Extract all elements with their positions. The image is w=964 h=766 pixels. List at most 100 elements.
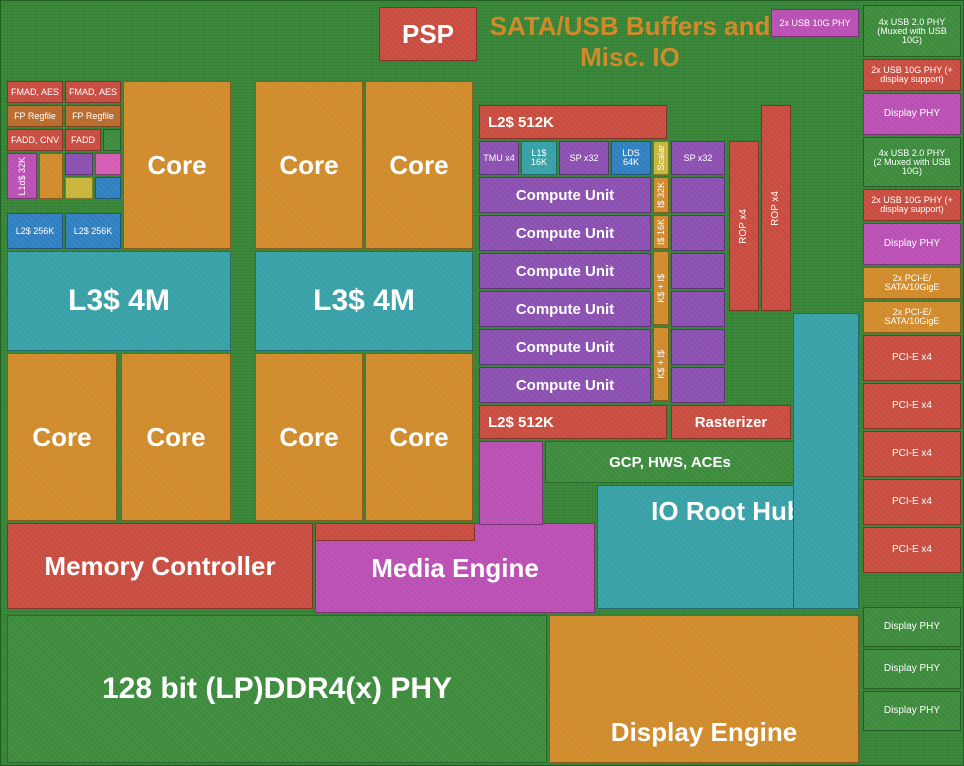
chip-die-floorplan: PSPSATA/USB Buffers and Misc. IO2x USB 1…	[0, 0, 964, 766]
label-k-is-1: K$ + I$	[657, 274, 666, 303]
label-core-5: Core	[279, 422, 338, 453]
label-core-3: Core	[32, 422, 91, 453]
block-side-usb10g-2: 2x USB 10G PHY (+ display support)	[863, 189, 961, 221]
label-sp-x32-1: SP x32	[570, 154, 599, 163]
label-fadd: FADD	[71, 136, 95, 145]
block-cu-4: Compute Unit	[479, 291, 651, 327]
label-i16k: I$ 16K	[657, 219, 666, 245]
block-cache-a	[39, 153, 63, 199]
block-fadd-cnv: FADD, CNV	[7, 129, 63, 151]
label-side-usb2-top: 4x USB 2.0 PHY (Muxed with USB 10G)	[866, 18, 958, 45]
label-disp-engine: Display Engine	[611, 717, 797, 748]
block-core-4: Core	[121, 353, 231, 521]
block-l2-512-top: L2$ 512K	[479, 105, 667, 139]
block-side-pcie-2: PCI-E x4	[863, 383, 961, 429]
block-cu-5: Compute Unit	[479, 329, 651, 365]
label-fmad-aes-2: FMAD, AES	[69, 88, 117, 97]
block-fp-regfile-2: FP Regfile	[65, 105, 121, 127]
block-sp-x32-2: SP x32	[671, 141, 725, 175]
label-l3-right: L3$ 4M	[313, 284, 415, 318]
label-fp-regfile-2: FP Regfile	[72, 112, 114, 121]
block-k-is-1: K$ + I$	[653, 251, 669, 325]
block-side-usb10g-1: 2x USB 10G PHY (+ display support)	[863, 59, 961, 91]
block-cu-6b	[671, 367, 725, 403]
block-fmad-aes: FMAD, AES	[7, 81, 63, 103]
block-side-usb2-mid: 4x USB 2.0 PHY (2 Muxed with USB 10G)	[863, 137, 961, 187]
block-cache-d	[65, 177, 93, 199]
label-l2-512-top: L2$ 512K	[488, 114, 554, 131]
label-l1d-1: L1d$ 32K	[18, 157, 27, 196]
block-i16k: I$ 16K	[653, 215, 669, 249]
block-cu-2: Compute Unit	[479, 215, 651, 251]
block-misc-a	[103, 129, 121, 151]
block-core-6: Core	[365, 353, 473, 521]
block-usb10g-badge: 2x USB 10G PHY	[771, 9, 859, 37]
block-side-usb2-top: 4x USB 2.0 PHY (Muxed with USB 10G)	[863, 5, 961, 57]
label-fmad-aes: FMAD, AES	[11, 88, 59, 97]
label-core-2: Core	[389, 150, 448, 181]
label-side-pci-sata-1: 2x PCI-E/ SATA/10GigE	[866, 274, 958, 292]
label-cu-2: Compute Unit	[516, 225, 614, 242]
block-side-disp-phy-b2: Display PHY	[863, 649, 961, 689]
label-side-usb10g-2: 2x USB 10G PHY (+ display support)	[866, 196, 958, 214]
label-side-disp-phy-1: Display PHY	[884, 109, 940, 120]
label-ddr-phy: 128 bit (LP)DDR4(x) PHY	[102, 672, 452, 706]
block-scalar: Scalar	[653, 141, 669, 175]
label-io-root: IO Root Hub	[651, 496, 803, 527]
label-sp-x32-2: SP x32	[684, 154, 713, 163]
block-l2-512-bot: L2$ 512K	[479, 405, 667, 439]
label-side-pcie-2: PCI-E x4	[892, 401, 932, 412]
block-cu-2b	[671, 215, 725, 251]
label-side-disp-phy-b2: Display PHY	[884, 664, 940, 675]
block-cu-3b	[671, 253, 725, 289]
block-fp-regfile-1: FP Regfile	[7, 105, 63, 127]
block-gcp: GCP, HWS, ACEs	[545, 441, 795, 483]
label-cu-4: Compute Unit	[516, 301, 614, 318]
label-fadd-cnv: FADD, CNV	[11, 136, 59, 145]
label-rop-2: ROP x4	[771, 191, 782, 226]
label-side-pcie-1: PCI-E x4	[892, 353, 932, 364]
block-core-3: Core	[7, 353, 117, 521]
label-cu-6: Compute Unit	[516, 377, 614, 394]
block-cache-e	[95, 177, 121, 199]
block-rop-2: ROP x4	[761, 105, 791, 311]
block-rop-1: ROP x4	[729, 141, 759, 311]
block-l1-16k: L1$ 16K	[521, 141, 557, 175]
block-cu-6: Compute Unit	[479, 367, 651, 403]
label-usb10g-badge: 2x USB 10G PHY	[779, 19, 850, 28]
block-l3-left: L3$ 4M	[7, 251, 231, 351]
block-l2-256-1: L2$ 256K	[7, 213, 63, 249]
label-l1-16k: L1$ 16K	[524, 149, 554, 167]
label-scalar: Scalar	[657, 145, 666, 171]
label-side-pcie-4: PCI-E x4	[892, 497, 932, 508]
label-lds-64k: LDS 64K	[614, 149, 648, 167]
block-core-5: Core	[255, 353, 363, 521]
label-side-usb2-mid: 4x USB 2.0 PHY (2 Muxed with USB 10G)	[866, 149, 958, 176]
label-core-0: Core	[147, 150, 206, 181]
label-psp: PSP	[402, 19, 454, 50]
block-side-pcie-3: PCI-E x4	[863, 431, 961, 477]
label-cu-5: Compute Unit	[516, 339, 614, 356]
label-sata-buffers: SATA/USB Buffers and Misc. IO	[481, 11, 779, 73]
label-l2-512-bot: L2$ 512K	[488, 414, 554, 431]
label-side-disp-phy-b1: Display PHY	[884, 622, 940, 633]
block-side-pcie-5: PCI-E x4	[863, 527, 961, 573]
block-i32k: I$ 32K	[653, 177, 669, 213]
block-disp-engine: Display Engine	[549, 615, 859, 763]
block-ddr-phy: 128 bit (LP)DDR4(x) PHY	[7, 615, 547, 763]
label-side-pci-sata-2: 2x PCI-E/ SATA/10GigE	[866, 308, 958, 326]
block-side-disp-phy-b3: Display PHY	[863, 691, 961, 731]
label-side-usb10g-1: 2x USB 10G PHY (+ display support)	[866, 66, 958, 84]
block-sata-buffers: SATA/USB Buffers and Misc. IO	[479, 7, 781, 77]
block-io-root-ext	[793, 313, 859, 609]
block-side-pci-sata-1: 2x PCI-E/ SATA/10GigE	[863, 267, 961, 299]
block-cache-c	[95, 153, 121, 175]
block-side-disp-phy-1: Display PHY	[863, 93, 961, 135]
block-core-1: Core	[255, 81, 363, 249]
block-cu-5b	[671, 329, 725, 365]
block-side-pcie-1: PCI-E x4	[863, 335, 961, 381]
block-fadd: FADD	[65, 129, 101, 151]
label-l3-left: L3$ 4M	[68, 284, 170, 318]
block-l3-right: L3$ 4M	[255, 251, 473, 351]
block-l2-256-2: L2$ 256K	[65, 213, 121, 249]
